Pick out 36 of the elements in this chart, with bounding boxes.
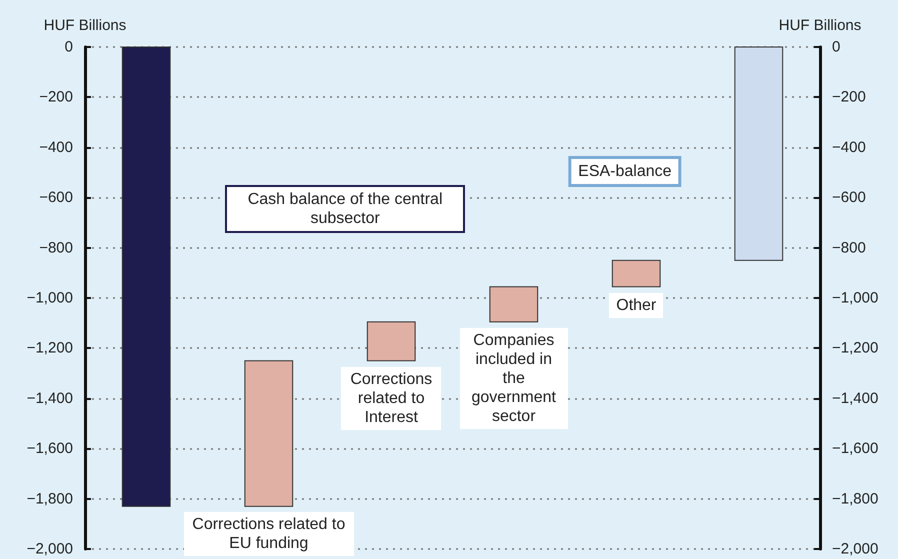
annotation: ESA-balance — [568, 156, 682, 187]
bar — [612, 260, 661, 288]
y2-tick-label: −400 — [832, 138, 866, 156]
y2-axis-title: HUF Billions — [778, 17, 862, 34]
y-tick-label: −1,600 — [26, 440, 73, 458]
y-tick-label: 0 — [64, 38, 73, 56]
y-tick-label: −1,200 — [26, 340, 73, 357]
annotation: Cash balance of the central subsector — [225, 184, 466, 233]
bar — [122, 46, 171, 507]
y2-tick-label: −2,000 — [832, 540, 878, 558]
y2-tick-label: −1,200 — [832, 340, 878, 357]
y2-tick-label: −800 — [832, 239, 866, 256]
y2-tick-label: −1,600 — [832, 440, 878, 458]
y2-tick-label: −600 — [832, 189, 866, 206]
y2-tick-label: −200 — [832, 88, 866, 106]
y2-tick-label: −1,400 — [832, 390, 878, 407]
annotation: Other — [609, 292, 664, 318]
y-tick-label: −1,800 — [26, 490, 73, 508]
y-tick-label: −1,000 — [26, 290, 73, 306]
annotation: Corrections related to Interest — [341, 366, 442, 430]
y-tick-label: −200 — [39, 88, 73, 106]
y2-tick-label: −1,800 — [832, 490, 878, 508]
bar — [244, 360, 294, 507]
annotation: Corrections related to EU funding — [184, 512, 354, 556]
bar — [366, 321, 416, 362]
y-axis-title: HUF Billions — [44, 17, 126, 34]
y-tick-label: −800 — [39, 239, 73, 256]
y2-tick-label: −1,000 — [832, 290, 878, 306]
y2-tick-label: 0 — [832, 38, 840, 56]
y-tick-label: −2,000 — [26, 540, 73, 558]
bar — [489, 286, 538, 322]
bar — [734, 46, 784, 261]
annotation: Companies included in the government sector — [460, 328, 568, 429]
y-tick-label: −600 — [39, 189, 73, 206]
y-tick-label: −400 — [39, 138, 73, 156]
y-tick-label: −1,400 — [26, 390, 73, 407]
